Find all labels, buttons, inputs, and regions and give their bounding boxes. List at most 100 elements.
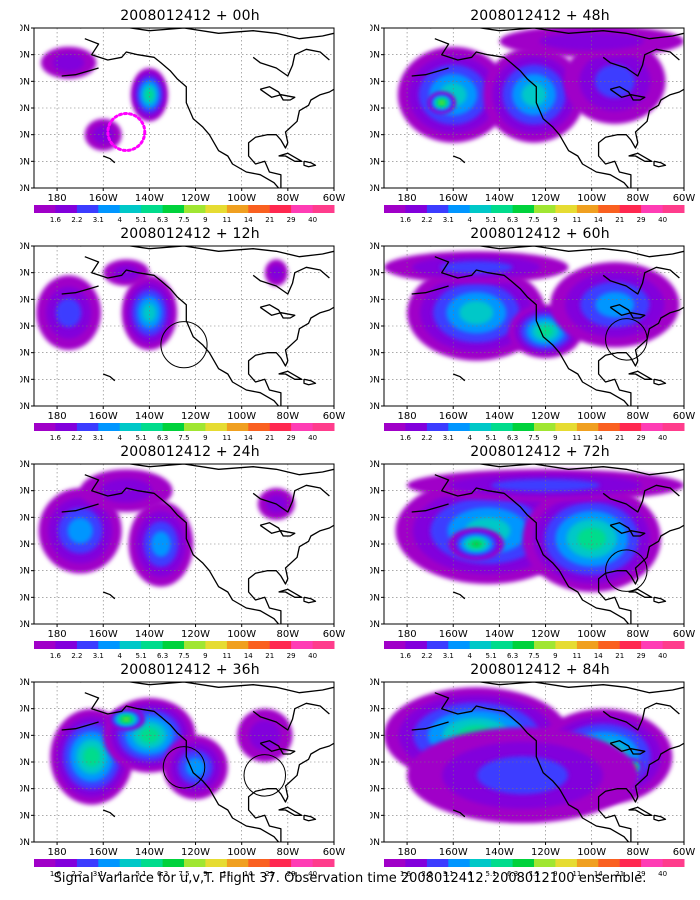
colorbar-swatch (426, 859, 449, 867)
colorbar-label: 1.6 (50, 216, 62, 224)
colorbar-label: 1.6 (400, 216, 412, 224)
y-tick-label: 40N (20, 758, 30, 768)
x-tick-label: 100W (227, 193, 256, 204)
colorbar-swatch (55, 641, 78, 649)
colorbar-label: 6.3 (507, 216, 518, 224)
map-plot: 10N 20N 30N 40N 50N 60N 70N 180 160W 140W 120W 100W… (370, 678, 695, 878)
coastline (278, 152, 303, 162)
colorbar-swatch (141, 859, 163, 867)
coastline (252, 48, 330, 77)
colorbar-swatch (98, 423, 121, 431)
colorbar-swatch (491, 641, 513, 649)
colorbar-swatch (662, 423, 685, 431)
x-tick-label: 180 (398, 411, 417, 422)
colorbar-swatch (512, 859, 535, 867)
colorbar-swatch (662, 859, 685, 867)
colorbar-label: 1.6 (400, 652, 412, 660)
colorbar-label: 7.5 (178, 216, 189, 224)
colorbar-swatch (291, 641, 313, 649)
colorbar-swatch (662, 205, 685, 213)
colorbar-label: 2.2 (71, 216, 82, 224)
colorbar-label: 21 (615, 216, 624, 224)
coastline (278, 370, 303, 380)
colorbar-label: 40 (308, 434, 317, 442)
coastline (609, 86, 646, 101)
y-tick-label: 20N (20, 593, 30, 603)
y-tick-label: 30N (370, 567, 380, 577)
colorbar-swatch (76, 205, 99, 213)
colorbar-swatch (205, 641, 228, 649)
colorbar-label: 2.2 (421, 216, 432, 224)
colorbar-label: 1.6 (400, 870, 412, 878)
colorbar-label: 11 (222, 652, 231, 660)
coastline (411, 721, 449, 731)
y-tick-label: 60N (370, 51, 380, 61)
colorbar-swatch (141, 641, 163, 649)
colorbar-swatch (248, 423, 271, 431)
x-tick-label: 60W (673, 411, 696, 422)
x-tick-label: 80W (277, 629, 300, 640)
colorbar-swatch (534, 859, 556, 867)
colorbar-swatch (469, 423, 492, 431)
colorbar-label: 9 (203, 434, 207, 442)
variance-contour (67, 517, 93, 544)
colorbar-label: 2.2 (71, 434, 82, 442)
y-tick-label: 70N (370, 460, 380, 470)
coastline (628, 806, 653, 816)
coastline (80, 246, 334, 258)
x-tick-label: 120W (181, 411, 210, 422)
colorbar-swatch (162, 859, 185, 867)
colorbar-swatch (469, 859, 492, 867)
colorbar-label: 4 (117, 870, 122, 878)
colorbar-label: 11 (572, 434, 581, 442)
colorbar-swatch (184, 859, 206, 867)
colorbar-swatch (641, 859, 663, 867)
y-tick-label: 70N (370, 678, 380, 688)
coastline (628, 370, 653, 380)
colorbar-label: 4 (467, 434, 472, 442)
colorbar-swatch (226, 641, 249, 649)
coastline (84, 474, 280, 624)
colorbar-label: 9 (203, 216, 207, 224)
panel-title: 2008012412 + 48h (470, 8, 610, 24)
colorbar-label: 7.5 (528, 652, 539, 660)
colorbar-label: 1.6 (50, 870, 62, 878)
coastline (252, 702, 330, 731)
map-panel: 2008012412 + 72h 10N 20N 30N 40N 50N 60N 70N 180… (370, 444, 700, 669)
colorbar-label: 29 (287, 652, 296, 660)
colorbar-label: 3.1 (443, 434, 454, 442)
colorbar-label: 29 (637, 652, 646, 660)
x-tick-label: 160W (439, 193, 468, 204)
x-tick-label: 100W (227, 847, 256, 858)
colorbar-label: 14 (594, 870, 603, 878)
colorbar-label: 7.5 (528, 870, 539, 878)
colorbar-label: 14 (244, 434, 253, 442)
y-tick-label: 60N (370, 487, 380, 497)
target-circle (243, 754, 287, 797)
colorbar-swatch (291, 423, 313, 431)
colorbar-swatch (448, 423, 471, 431)
colorbar-label: 2.2 (421, 870, 432, 878)
variance-contour (83, 746, 101, 767)
colorbar-label: 2.2 (421, 652, 432, 660)
coastline (597, 742, 684, 842)
x-tick-label: 180 (398, 847, 417, 858)
colorbar-label: 21 (615, 652, 624, 660)
y-tick-label: 50N (370, 295, 380, 305)
x-tick-label: 100W (577, 193, 606, 204)
x-tick-label: 60W (673, 193, 696, 204)
colorbar-label: 5.1 (136, 434, 147, 442)
x-tick-label: 60W (323, 193, 346, 204)
x-tick-label: 60W (673, 629, 696, 640)
panel-title: 2008012412 + 36h (120, 662, 260, 678)
y-tick-label: 70N (20, 242, 30, 252)
colorbar-swatch (248, 641, 271, 649)
colorbar-label: 5.1 (486, 216, 497, 224)
colorbar-swatch (76, 423, 99, 431)
colorbar-label: 6.3 (157, 434, 168, 442)
x-tick-label: 120W (531, 847, 560, 858)
colorbar-label: 3.1 (93, 870, 104, 878)
colorbar-label: 2.2 (421, 434, 432, 442)
y-tick-label: 30N (370, 785, 380, 795)
colorbar-label: 11 (222, 216, 231, 224)
